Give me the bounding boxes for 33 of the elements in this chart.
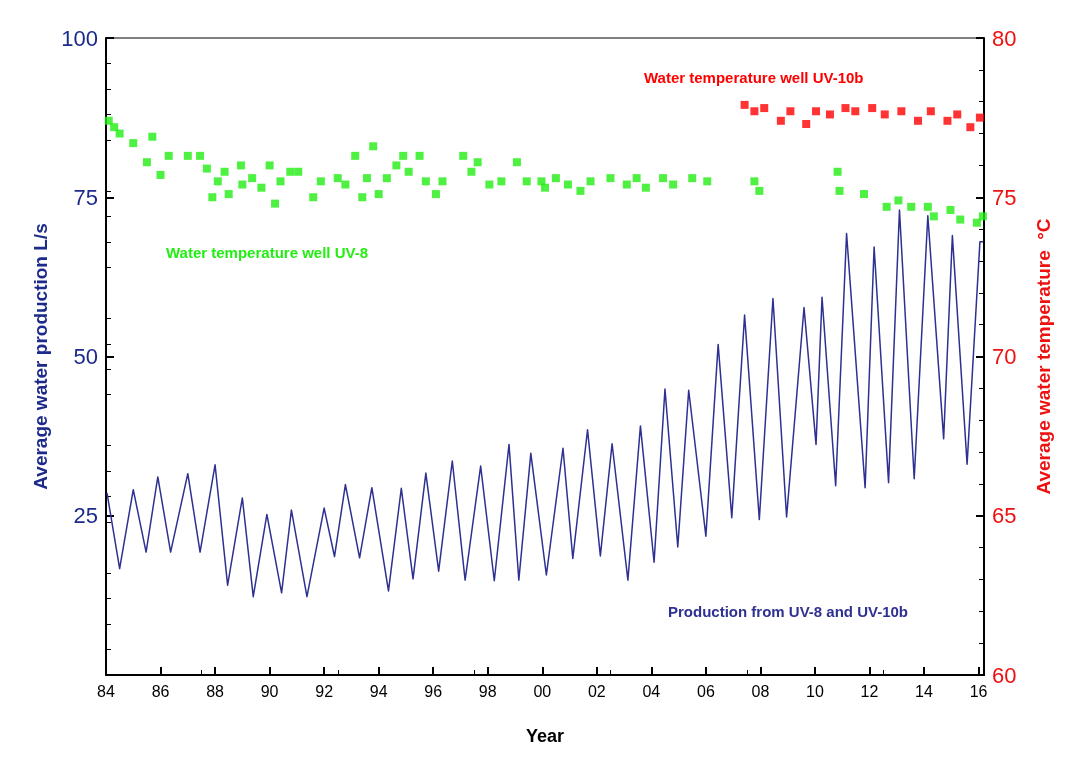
y2-tick-label: 70	[992, 344, 1017, 369]
x-tick-label: 00	[533, 682, 552, 700]
series-label: Water temperature well UV-10b	[644, 69, 864, 86]
y-axis-title: Average water production L/s	[30, 223, 52, 490]
y2-axis-title: Average water temperature °C	[1033, 218, 1054, 495]
x-tick-label: 98	[478, 682, 497, 700]
x-tick-label: 06	[696, 682, 715, 700]
text: Production from UV-8 and UV-10b	[668, 603, 909, 620]
x-tick-label: 04	[642, 682, 661, 700]
x-tick-label: 02	[587, 682, 606, 700]
y2-tick-label: 75	[992, 184, 1017, 210]
x-tick-label: 88	[206, 682, 225, 700]
text: Water temperature well UV-8	[166, 244, 369, 261]
x-tick-label: 16	[969, 682, 988, 700]
y2-tick-label: 80	[992, 25, 1017, 51]
x-tick-label: 94	[369, 682, 388, 700]
x-tick-label: 96	[424, 682, 443, 700]
x-tick-label: 08	[751, 682, 770, 700]
x-axis-title: Year	[525, 726, 565, 746]
y-tick-label: 50	[73, 344, 98, 369]
x-tick-label: 92	[315, 682, 334, 700]
y-tick-label: 100	[61, 25, 98, 51]
x-tick-label: 10	[806, 682, 824, 700]
x-tick-label: 86	[151, 682, 170, 700]
line-series	[106, 209, 984, 598]
y-tick-label: 75	[73, 184, 98, 210]
y2-tick-label: 65	[992, 503, 1017, 529]
x-tick-label: 84	[97, 682, 115, 700]
x-tick-label: 12	[860, 682, 879, 700]
y2-tick-label: 60	[992, 662, 1017, 688]
y-tick-label: 25	[73, 503, 98, 529]
x-tick-label: 14	[915, 682, 934, 700]
x-tick-label: 90	[260, 682, 279, 700]
